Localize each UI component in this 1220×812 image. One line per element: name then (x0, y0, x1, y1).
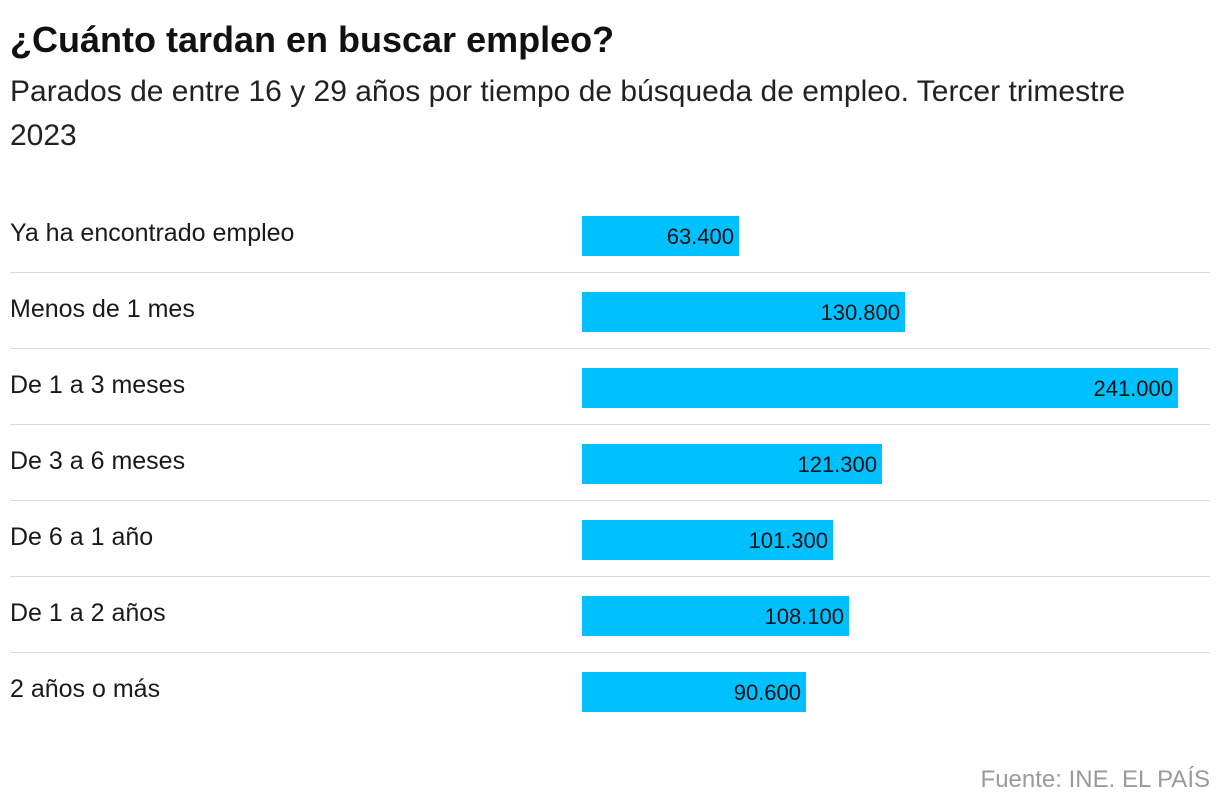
bar-value-label: 241.000 (1093, 376, 1173, 401)
bar-value-label: 108.100 (764, 604, 844, 629)
row-divider (10, 576, 1210, 577)
bar-row: Ya ha encontrado empleo 63.400 (10, 197, 1210, 273)
chart-subtitle: Parados de entre 16 y 29 años por tiempo… (10, 75, 1126, 152)
bar: 241.000 (582, 368, 1178, 408)
category-label: De 1 a 2 años (10, 599, 166, 627)
bar: 130.800 (582, 292, 905, 332)
bar-row: De 3 a 6 meses 121.300 (10, 425, 1210, 501)
category-label: Ya ha encontrado empleo (10, 219, 295, 247)
bar: 108.100 (582, 596, 849, 636)
bar-row: 2 años o más 90.600 (10, 653, 1210, 729)
bar: 121.300 (582, 444, 882, 484)
category-label: De 6 a 1 año (10, 523, 154, 551)
chart-title: ¿Cuánto tardan en buscar empleo? (10, 19, 615, 60)
row-divider (10, 348, 1210, 349)
category-label: Menos de 1 mes (10, 295, 195, 323)
bar-row: De 6 a 1 año 101.300 (10, 501, 1210, 577)
bar-row: Menos de 1 mes 130.800 (10, 273, 1210, 349)
bar: 101.300 (582, 520, 833, 560)
bar: 90.600 (582, 672, 806, 712)
bar-value-label: 90.600 (733, 680, 801, 705)
source-note: Fuente: INE. EL PAÍS (980, 766, 1210, 793)
row-divider (10, 424, 1210, 425)
category-label: De 3 a 6 meses (10, 447, 186, 475)
bar-row: De 1 a 3 meses 241.000 (10, 349, 1210, 425)
category-label: De 1 a 3 meses (10, 371, 186, 399)
bar-value-label: 63.400 (666, 224, 734, 249)
bar-value-label: 101.300 (748, 528, 828, 553)
category-label: 2 años o más (10, 675, 161, 703)
bar-chart: Ya ha encontrado empleo 63.400 Menos de 1 … (0, 197, 1220, 729)
bar-value-label: 130.800 (820, 300, 900, 325)
row-divider (10, 272, 1210, 273)
bar: 63.400 (582, 216, 739, 256)
bar-row: De 1 a 2 años 108.100 (10, 577, 1210, 653)
row-divider (10, 652, 1210, 653)
row-divider (10, 500, 1210, 501)
bar-value-label: 121.300 (797, 452, 877, 477)
